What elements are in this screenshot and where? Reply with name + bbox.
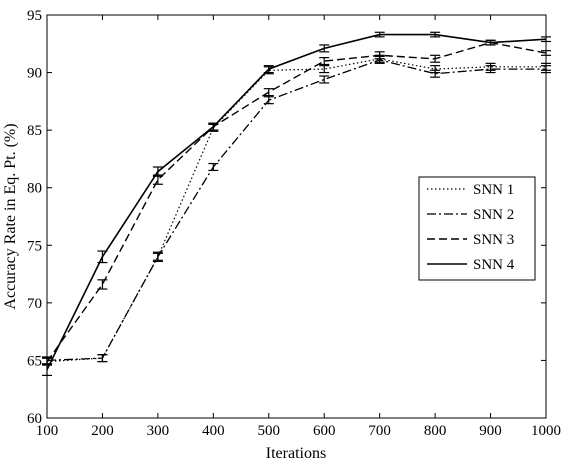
x-axis-title: Iterations [266,445,326,462]
y-tick-label: 65 [27,353,42,369]
x-tick-label: 800 [424,423,447,439]
error-bar [541,50,551,56]
legend-label-snn-1: SNN 1 [473,182,514,198]
y-tick-label: 95 [27,8,42,24]
error-bar [319,44,330,53]
error-bar [42,363,52,376]
error-bar [430,69,441,78]
series-snn-2 [42,55,551,365]
error-bar [485,39,496,46]
error-bar [97,250,108,264]
series-line-snn-3 [46,41,547,363]
y-axis-title: Accuracy Rate in Eq. Pt. (%) [2,123,19,309]
x-tick-label: 600 [313,423,336,439]
error-bar [208,162,219,172]
y-tick-label: 70 [27,296,42,312]
series-line-snn-4 [46,33,547,370]
x-tick-label: 200 [91,423,114,439]
error-bar [485,65,496,74]
y-tick-label: 85 [27,123,42,139]
error-bar [374,51,385,60]
error-bar [319,75,330,84]
y-tick-label: 90 [27,66,42,82]
plot-frame [46,14,547,419]
x-tick-label: 1000 [531,423,561,439]
series-snn-4 [42,31,551,376]
error-bar [541,65,551,74]
y-tick-label: 60 [27,411,42,427]
x-tick-label: 500 [258,423,281,439]
x-tick-label: 700 [368,423,391,439]
series-line-snn-2 [46,59,546,362]
error-bar [263,88,274,97]
legend-label-snn-3: SNN 3 [473,232,514,248]
error-bar [374,31,385,38]
error-bar [430,54,441,63]
legend: SNN 1 SNN 2 SNN 3 SNN 4 [418,176,536,281]
error-bar [263,96,274,105]
error-bar [97,279,108,290]
series-line-snn-1 [46,58,546,363]
legend-label-snn-4: SNN 4 [473,257,515,273]
y-tick-label: 80 [27,181,42,197]
error-bar [152,166,163,177]
legend-label-snn-2: SNN 2 [473,207,514,223]
error-bar [208,122,219,131]
legend-box [418,176,536,281]
x-tick-label: 300 [147,423,170,439]
x-tick-label: 400 [202,423,225,439]
error-bar [97,354,108,363]
axis-ticks: 100 200 300 400 500 600 700 800 900 1000 60 65 70 75 8… [27,8,561,439]
series-layer [42,31,551,376]
x-tick-label: 100 [36,423,59,439]
error-bar [430,31,441,38]
error-bar [152,252,163,261]
x-tick-label: 900 [479,423,502,439]
y-tick-label: 75 [27,238,42,254]
error-bar [263,65,274,74]
error-bar [541,36,551,43]
error-bar [319,57,330,66]
error-bar [319,65,330,74]
